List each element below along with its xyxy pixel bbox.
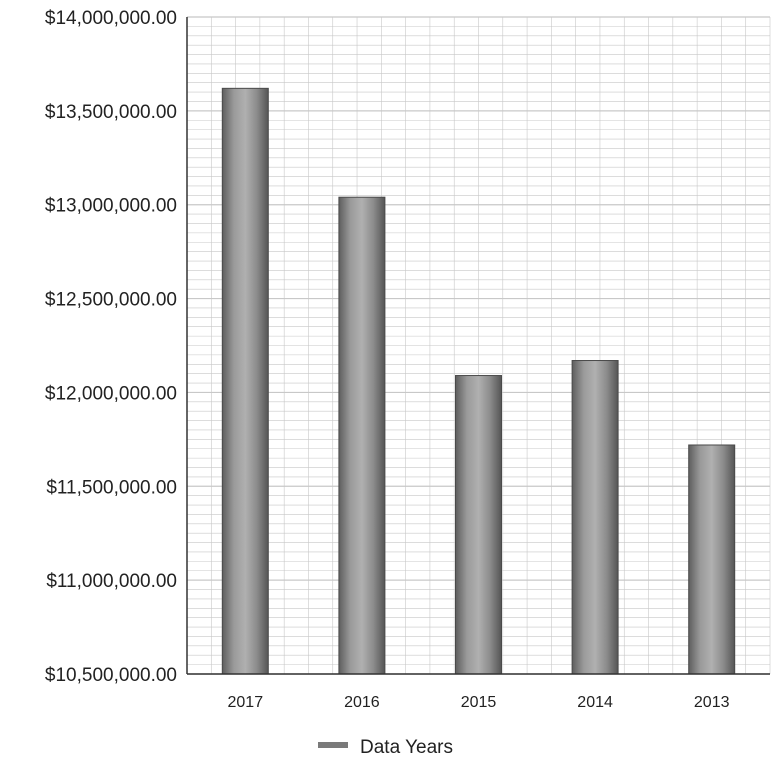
y-tick-label: $11,500,000.00 (46, 477, 177, 498)
legend-swatch (318, 742, 348, 748)
y-tick-label: $12,500,000.00 (45, 290, 177, 311)
x-tick-label: 2014 (577, 694, 613, 711)
x-tick-label: 2013 (694, 694, 730, 711)
axes (186, 17, 770, 675)
bar-2017 (221, 87, 269, 675)
y-tick-label: $12,000,000.00 (45, 383, 177, 404)
bars (221, 87, 736, 675)
legend: Data Years (318, 737, 453, 758)
bar-2015 (455, 375, 502, 675)
y-tick-label: $13,500,000.00 (45, 102, 177, 123)
x-tick-label: 2016 (344, 694, 380, 711)
x-tick-label: 2017 (228, 694, 264, 711)
x-tick-labels: 2017 2016 2015 2014 2013 (228, 694, 730, 711)
x-tick-label: 2015 (461, 694, 497, 711)
y-tick-label: $13,000,000.00 (45, 196, 177, 217)
y-tick-label: $10,500,000.00 (45, 665, 177, 686)
bar-2014 (571, 360, 619, 675)
bar-2013 (688, 444, 736, 675)
bar-2016 (338, 196, 386, 675)
y-tick-label: $14,000,000.00 (45, 8, 177, 29)
y-tick-labels: $10,500,000.00 $11,000,000.00 $11,500,000.… (45, 8, 177, 686)
legend-label: Data Years (360, 737, 453, 758)
y-tick-label: $11,000,000.00 (46, 571, 177, 592)
